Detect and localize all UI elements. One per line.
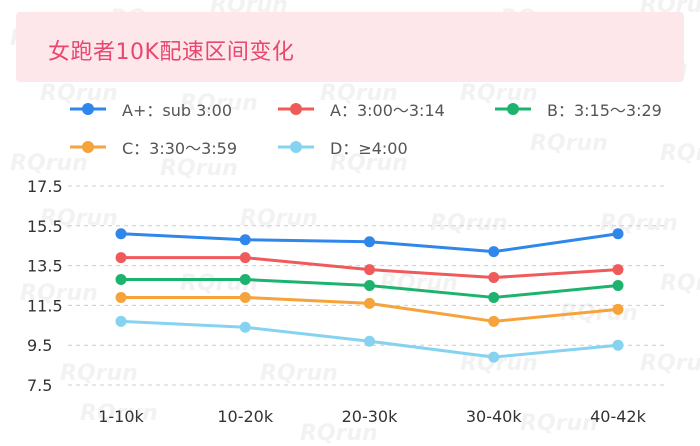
y-tick-label: 9.5 (27, 336, 52, 355)
data-point-1-3 (488, 272, 500, 284)
data-point-3-3 (488, 315, 500, 327)
legend-marker-c (70, 141, 106, 153)
legend-item-a: A：3:00～3:14 (276, 98, 445, 120)
title-banner: 女跑者10K配速区间变化 (16, 12, 684, 82)
x-tick-label: 20-30k (342, 407, 398, 426)
data-point-3-0 (115, 291, 127, 303)
data-point-1-4 (612, 264, 624, 276)
y-tick-label: 11.5 (27, 296, 63, 315)
data-point-1-0 (115, 252, 127, 264)
data-point-1-2 (364, 264, 375, 276)
legend-label-a-plus: A+：sub 3:00 (122, 101, 233, 120)
data-point-2-4 (612, 280, 624, 291)
x-tick-label: 10-20k (217, 407, 273, 426)
legend-label-d: D：≥4:00 (330, 139, 408, 158)
data-point-2-2 (364, 280, 375, 291)
data-point-4-4 (612, 339, 624, 351)
legend: A+：sub 3:00 A：3:00～3:14 B：3:15～3:29 C：3:… (0, 0, 700, 180)
x-tick-label: 30-40k (466, 407, 522, 426)
data-point-3-2 (364, 297, 375, 309)
y-tick-label: 17.5 (27, 177, 63, 196)
data-point-0-4 (612, 228, 624, 240)
legend-marker-a (278, 103, 314, 115)
legend-label-c: C：3:30～3:59 (122, 139, 238, 158)
data-point-0-2 (364, 236, 375, 248)
data-point-3-4 (612, 303, 624, 315)
legend-marker-a-plus (70, 103, 106, 115)
data-point-0-0 (115, 228, 127, 240)
data-point-4-0 (115, 315, 127, 327)
legend-item-b: B：3:15～3:29 (493, 98, 662, 120)
x-tick-label: 40-42k (590, 407, 646, 426)
data-point-1-1 (239, 252, 251, 264)
legend-item-c: C：3:30～3:59 (68, 136, 237, 158)
data-point-4-3 (488, 351, 500, 363)
legend-label-a: A：3:00～3:14 (330, 101, 445, 120)
data-point-0-3 (488, 246, 500, 258)
data-point-4-1 (239, 321, 251, 333)
data-point-3-1 (239, 291, 251, 303)
legend-item-a-plus: A+：sub 3:00 (68, 98, 232, 120)
y-tick-label: 15.5 (27, 217, 63, 236)
chart-title: 女跑者10K配速区间变化 (48, 40, 295, 65)
data-point-2-3 (488, 291, 500, 303)
y-tick-label: 7.5 (27, 376, 52, 395)
data-point-2-1 (239, 274, 251, 286)
data-point-0-1 (239, 234, 251, 246)
legend-marker-b (495, 103, 531, 115)
legend-item-d: D：≥4:00 (276, 136, 408, 158)
x-tick-label: 1-10k (98, 407, 144, 426)
data-point-2-0 (115, 274, 127, 286)
legend-label-b: B：3:15～3:29 (547, 101, 662, 120)
y-tick-label: 13.5 (27, 257, 63, 276)
data-point-4-2 (364, 335, 375, 347)
legend-marker-d (278, 141, 314, 153)
